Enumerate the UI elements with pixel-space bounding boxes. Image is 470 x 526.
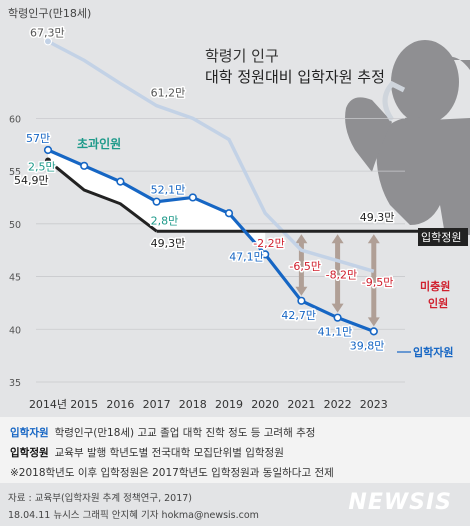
population-marker [44,37,52,46]
point-label: 52,1만 [151,184,186,197]
shortfall-arrow-head-down [295,286,308,296]
surplus-label: 초과인원 [77,136,121,151]
plot-background [0,0,470,417]
shortfall-arrow-shaft [371,241,377,320]
x-tick-label: 2016 [106,398,134,411]
student-silhouette [345,40,470,235]
notes-panel: 입학자원 학령인구(만18세) 고교 졸업 대학 진학 정도 등 고려해 추정 입… [0,417,470,483]
note-resources-key: 입학자원 [10,427,49,439]
series-line-population [47,39,375,273]
resources-marker [297,296,306,305]
note-capacity-key: 입학정원 [10,447,49,459]
shortfall-arrow-head-down [331,303,344,313]
y-tick-labels: 35 40 45 50 55 60 [9,114,21,389]
y-tick-label: 35 [9,378,21,389]
note-assumption: ※2018학년도 이후 입학정원은 2017학년도 입학정원과 동일하다고 전제 [10,465,334,480]
surplus-value-label: 2,5만 [28,161,56,174]
shortfall-arrow-head-up [295,234,308,244]
point-label: 49,3만 [360,211,395,224]
resources-marker [43,145,53,155]
bag-strap [382,80,406,122]
x-tick-label: 2020 [251,398,279,411]
shortfall-label-line1: 미충원 [420,279,450,293]
point-label: 42,7만 [281,309,316,322]
point-label: 41,1만 [318,326,353,339]
y-tick-label: 50 [9,220,21,231]
x-tick-label: 2018 [179,398,207,411]
note-assumption-text: ※2018학년도 이후 입학정원은 2017학년도 입학정원과 동일하다고 전제 [10,467,334,479]
x-tick-label: 2019 [215,398,243,411]
x-tick-label: 2021 [287,398,315,411]
series-line-capacity [47,159,158,233]
point-label: 61,2만 [151,87,186,100]
shortfall-arrow-shaft [298,241,304,289]
capacity-tag: 입학정원 [421,231,461,244]
y-tick-label: 40 [9,325,21,336]
x-tick-label: 2022 [324,398,352,411]
note-resources: 입학자원 학령인구(만18세) 고교 졸업 대학 진학 정도 등 고려해 추정 [10,425,315,440]
x-tick-label: 2015 [70,398,98,411]
point-label: 39,8만 [350,339,385,352]
shortfall-arrows [295,234,380,327]
resources-marker [261,250,270,259]
resources-marker [188,193,197,202]
y-tick-label: 45 [9,273,21,284]
capacity-marker [45,157,51,164]
x-tick-label: 2014년 [29,398,67,411]
shortfall-arrow-head-up [331,234,344,244]
x-tick-label: 2023 [360,398,388,411]
shortfall-value-label: -2,2만 [253,237,285,250]
resources-marker [116,177,125,186]
capacity-tag-box [418,228,468,246]
note-resources-text: 학령인구(만18세) 고교 졸업 대학 진학 정도 등 고려해 추정 [54,427,316,439]
resources-marker [80,161,89,170]
shortfall-value-label: -6,5만 [289,260,321,273]
point-label: 54,9만 [14,174,49,187]
chart-title-line2: 대학 정원대비 입학자원 추정 [205,68,385,86]
point-label: 49,3만 [151,237,186,250]
resources-marker [224,209,234,218]
source-text: 자료 : 교육부(입학자원 추계 정책연구, 2017) [8,493,193,504]
note-capacity-text: 교육부 발행 학년도별 전국대학 모집단위별 입학정원 [54,447,284,459]
newsis-logo: NEWSIS [348,490,452,515]
chart-title-line1: 학령기 인구 [205,47,279,65]
y-tick-label: 60 [9,114,21,125]
shortfall-arrow-head-up [367,234,380,244]
shortfall-arrow-head-down [367,317,380,327]
shortfall-value-label: -8,2만 [326,268,358,281]
x-tick-label: 2017 [143,398,171,411]
resources-tag: 입학자원 [413,345,453,359]
resources-marker [152,197,161,206]
resources-marker [333,313,342,322]
y-axis-label: 학령인구(만18세) [8,7,91,20]
series-line-resources [47,148,375,333]
x-tick-labels: 2014년 2015 2016 2017 2018 2019 2020 2021 2022 202… [29,398,388,411]
series-markers [43,37,378,336]
credit-text: 18.04.11 뉴시스 그래픽 안지혜 기자 hokma@newsis.com [8,510,259,521]
series-lines [47,39,418,333]
surplus-value-label: 2,8만 [151,214,179,227]
point-label: 67,3만 [30,26,65,39]
point-label: 57만 [26,132,50,145]
shortfall-label-line2: 인원 [428,296,448,310]
note-capacity: 입학정원 교육부 발행 학년도별 전국대학 모집단위별 입학정원 [10,445,284,460]
shortfall-arrow-shaft [335,241,341,306]
shortfall-value-label: -9,5만 [362,276,394,289]
point-label: 47,1만 [229,250,264,263]
y-tick-label: 55 [9,167,21,178]
resources-marker [369,327,378,336]
